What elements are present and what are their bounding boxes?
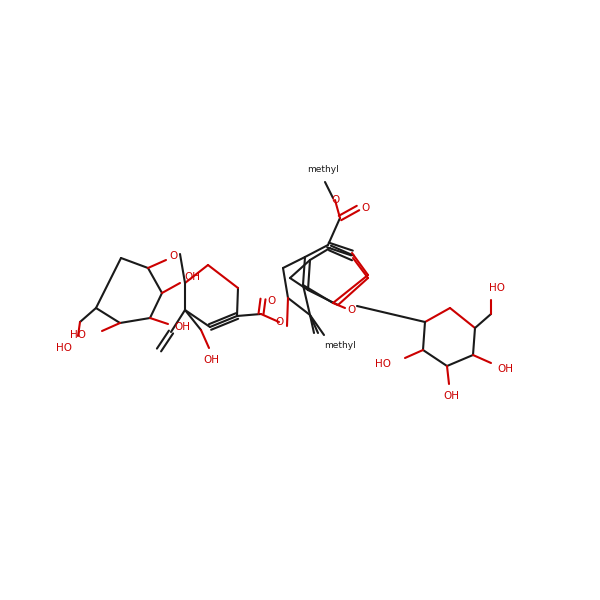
Text: O: O (362, 203, 370, 213)
Text: OH: OH (203, 355, 219, 365)
Text: O: O (331, 195, 339, 205)
Text: O: O (347, 305, 355, 315)
Text: O: O (275, 317, 283, 327)
Text: OH: OH (497, 364, 513, 374)
Text: methyl: methyl (324, 340, 356, 349)
Text: O: O (267, 296, 275, 306)
Text: HO: HO (70, 330, 86, 340)
Text: HO: HO (489, 283, 505, 293)
Text: OH: OH (184, 272, 200, 282)
Text: O: O (170, 251, 178, 261)
Text: OH: OH (443, 391, 459, 401)
Text: OH: OH (174, 322, 190, 332)
Text: HO: HO (375, 359, 391, 369)
Text: methyl: methyl (307, 166, 339, 175)
Text: HO: HO (56, 343, 72, 353)
